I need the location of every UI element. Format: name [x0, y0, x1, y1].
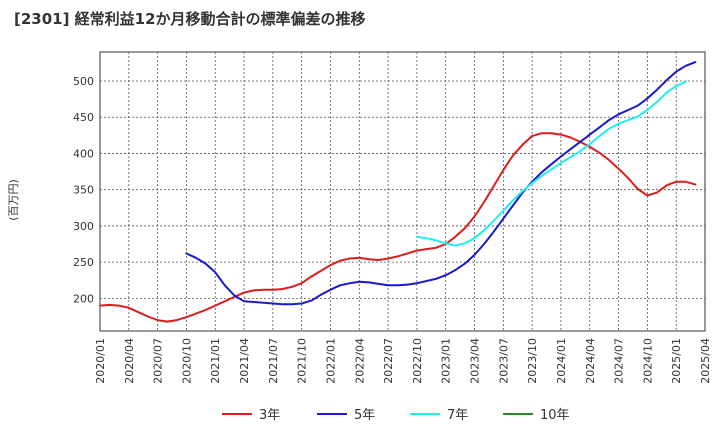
x-tick-label: 2023/04: [469, 338, 482, 384]
x-tick-label: 2025/01: [670, 338, 683, 384]
legend-label-0: 3年: [259, 408, 280, 423]
x-tick-label: 2023/01: [440, 338, 453, 384]
x-tick-label: 2021/07: [267, 338, 280, 384]
legend-label-1: 5年: [354, 408, 375, 423]
series-line-0: [99, 132, 697, 323]
x-tick-label: 2020/07: [152, 338, 165, 384]
legend-label-2: 7年: [447, 408, 468, 423]
grid-lines: [100, 52, 705, 331]
chart-title: [2301] 経常利益12か月移動合計の標準偏差の推移: [14, 10, 366, 28]
x-tick-label: 2023/10: [526, 338, 539, 384]
x-tick-label: 2024/04: [584, 338, 597, 384]
x-tick-label: 2024/10: [641, 338, 654, 384]
legend-label-3: 10年: [540, 408, 570, 423]
x-tick-label: 2020/04: [123, 338, 136, 384]
y-tick-label: 250: [73, 256, 94, 269]
y-tick-label: 350: [73, 184, 94, 197]
y-tick-label: 200: [73, 292, 94, 305]
series-line-2: [415, 80, 687, 247]
x-tick-label: 2021/10: [296, 338, 309, 384]
x-tick-label: 2020/01: [94, 338, 107, 384]
x-tick-label: 2020/10: [180, 338, 193, 384]
x-tick-label: 2022/01: [324, 338, 337, 384]
plot-background: [99, 51, 706, 332]
series-line-1: [185, 61, 697, 306]
y-tick-label: 300: [73, 220, 94, 233]
series-lines: [99, 61, 697, 323]
x-axis: 2020/01 2020/04 2020/07 2020/10 2021/01 2021/…: [94, 338, 712, 384]
y-tick-label: 450: [73, 111, 94, 124]
x-tick-label: 2021/01: [209, 338, 222, 384]
x-tick-label: 2025/04: [699, 338, 712, 384]
x-tick-label: 2021/04: [238, 338, 251, 384]
x-tick-label: 2022/07: [382, 338, 395, 384]
y-axis-label: (百万円): [7, 179, 20, 221]
legend: 3年 5年 7年 10年: [222, 408, 570, 423]
x-tick-label: 2023/07: [497, 338, 510, 384]
y-tick-label: 400: [73, 147, 94, 160]
x-tick-label: 2022/04: [353, 338, 366, 384]
x-tick-label: 2022/10: [411, 338, 424, 384]
y-tick-label: 500: [73, 75, 94, 88]
x-tick-label: 2024/07: [613, 338, 626, 384]
x-tick-label: 2024/01: [555, 338, 568, 384]
y-axis: 200 250 300 350 400 450 500: [73, 75, 94, 305]
